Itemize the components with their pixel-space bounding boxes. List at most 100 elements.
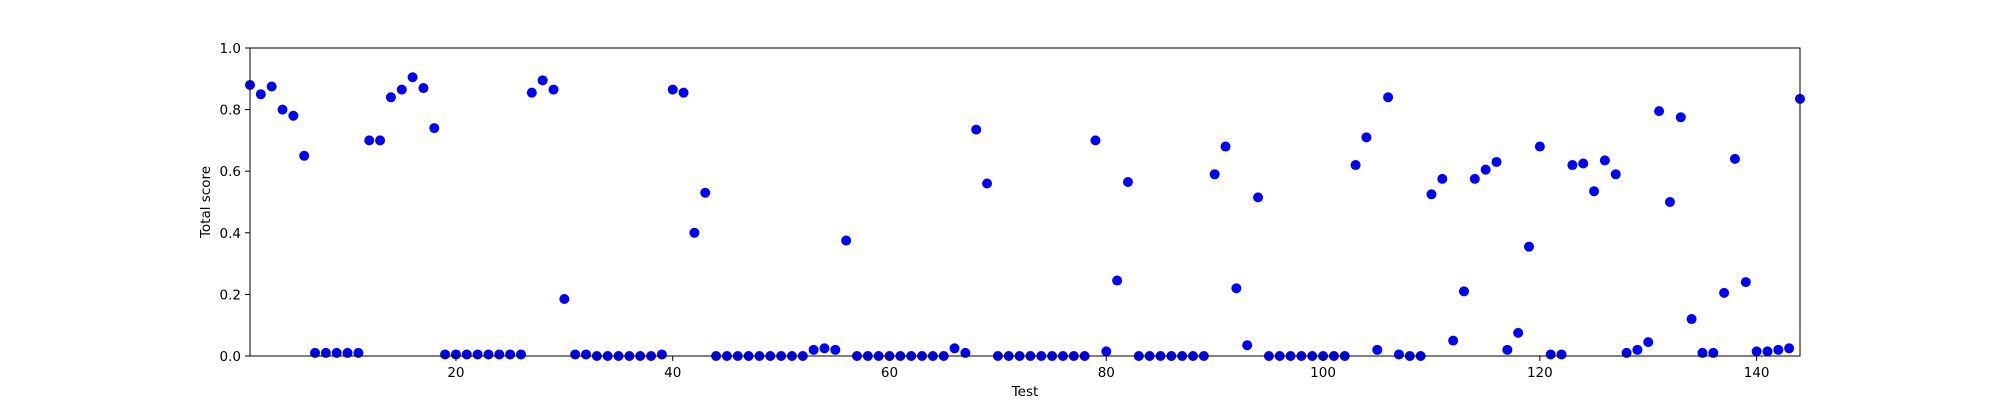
data-point	[494, 349, 505, 360]
data-point	[472, 349, 483, 360]
data-point	[949, 343, 960, 354]
data-point	[1632, 344, 1643, 355]
data-point	[1350, 160, 1361, 171]
data-point	[342, 347, 353, 358]
data-point	[440, 349, 451, 360]
data-point	[1643, 337, 1654, 348]
y-tick-label: 0.2	[220, 287, 241, 303]
data-point	[1469, 173, 1480, 184]
data-points	[245, 72, 1805, 361]
data-point	[320, 347, 331, 358]
data-point	[819, 343, 830, 354]
data-point	[1480, 164, 1491, 175]
data-point	[461, 349, 472, 360]
data-point	[1534, 141, 1545, 152]
data-point	[1242, 340, 1253, 351]
data-point	[418, 83, 429, 94]
data-point	[678, 87, 689, 98]
data-point	[1784, 343, 1795, 354]
data-point	[537, 75, 548, 86]
data-point	[353, 347, 364, 358]
data-point	[364, 135, 375, 146]
data-point	[1675, 112, 1686, 123]
y-tick-label: 1.0	[220, 41, 241, 57]
data-point	[700, 187, 711, 198]
data-point	[982, 178, 993, 189]
data-point	[1253, 192, 1264, 203]
data-point	[429, 123, 440, 134]
data-point	[288, 110, 299, 121]
data-point	[1513, 327, 1524, 338]
data-point	[559, 294, 570, 305]
data-point	[1220, 141, 1231, 152]
data-point	[1578, 158, 1589, 169]
data-point	[1599, 155, 1610, 166]
data-point	[299, 150, 310, 161]
data-point	[1729, 153, 1740, 164]
data-point	[1101, 346, 1112, 357]
data-point	[581, 349, 592, 360]
data-point	[570, 349, 581, 360]
data-point	[1122, 176, 1133, 187]
x-tick-label: 60	[881, 365, 898, 381]
data-point	[1491, 156, 1502, 167]
data-point	[1740, 277, 1751, 288]
data-point	[1524, 241, 1535, 252]
data-point	[1664, 197, 1675, 207]
data-point	[1773, 344, 1784, 355]
y-tick-label: 0.0	[220, 349, 241, 365]
data-point	[266, 81, 277, 92]
y-axis-label: Total score	[198, 166, 214, 239]
data-point	[1697, 347, 1708, 358]
data-point	[277, 104, 288, 115]
data-point	[830, 344, 841, 355]
data-point	[656, 349, 667, 360]
data-point	[1383, 92, 1394, 103]
data-point	[1686, 314, 1697, 325]
x-tick-label: 100	[1310, 365, 1336, 381]
data-point	[1437, 173, 1448, 184]
x-axis-ticks: 20 40 60 80 100 120 140	[447, 356, 1770, 381]
data-point	[548, 84, 559, 95]
data-point	[1762, 346, 1773, 357]
data-point	[1751, 346, 1762, 357]
data-point	[960, 347, 971, 358]
y-tick-label: 0.4	[220, 226, 241, 242]
data-point	[1112, 275, 1123, 286]
data-point	[667, 84, 678, 95]
data-point	[1090, 135, 1101, 146]
data-point	[1426, 189, 1437, 200]
data-point	[1209, 169, 1220, 180]
data-point	[450, 349, 461, 360]
plot-area	[250, 48, 1800, 356]
y-tick-label: 0.8	[220, 103, 241, 119]
plot-frame	[249, 47, 1801, 357]
data-point	[1231, 283, 1242, 294]
data-point	[1708, 347, 1719, 358]
data-point	[483, 349, 494, 360]
data-point	[1610, 169, 1621, 180]
data-point	[1448, 335, 1459, 346]
data-point	[1361, 132, 1372, 143]
data-point	[385, 92, 396, 103]
data-point	[255, 89, 266, 100]
data-point	[1654, 106, 1665, 117]
data-point	[310, 347, 321, 358]
x-tick-label: 20	[447, 365, 464, 381]
data-point	[1567, 160, 1578, 171]
y-tick-label: 0.6	[220, 164, 241, 180]
data-point	[841, 235, 852, 246]
x-tick-label: 140	[1744, 365, 1770, 381]
data-point	[505, 349, 516, 360]
data-point	[526, 87, 537, 98]
data-point	[1458, 286, 1469, 297]
data-point	[1589, 186, 1600, 197]
x-tick-label: 80	[1098, 365, 1115, 381]
x-tick-label: 40	[664, 365, 681, 381]
data-point	[1545, 349, 1556, 360]
data-point	[971, 124, 982, 135]
data-point	[375, 135, 386, 146]
data-point	[407, 72, 418, 83]
data-point	[1621, 347, 1632, 358]
